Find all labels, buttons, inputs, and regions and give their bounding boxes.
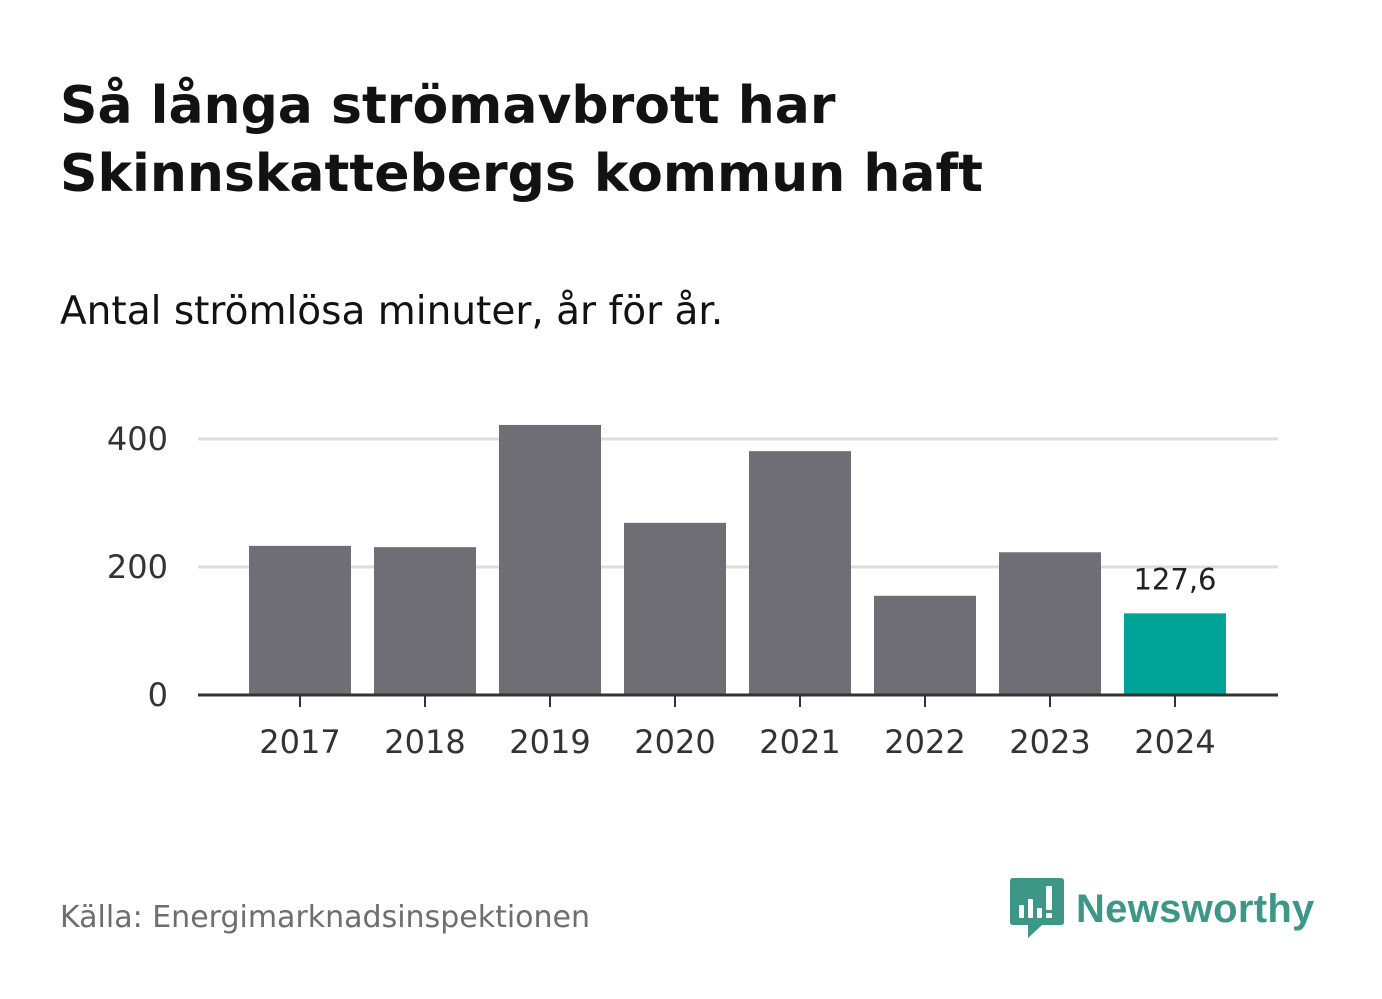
chart-title: Så långa strömavbrott har Skinnskatteber… (60, 76, 983, 204)
brand-name: Newsworthy (1076, 886, 1315, 931)
y-tick-label: 0 (148, 676, 168, 714)
y-tick-label: 400 (107, 420, 168, 458)
bar-chart: 0 200 400 2017 2018 2019 2020 2021 2022 2023 2024 1… (107, 420, 1278, 761)
x-tick-label: 2021 (759, 723, 840, 761)
bar (749, 451, 851, 695)
brand: Newsworthy (1010, 878, 1315, 940)
bar (1124, 613, 1226, 695)
chart-subtitle: Antal strömlösa minuter, år för år. (60, 289, 724, 334)
bar (624, 522, 726, 695)
source-note: Källa: Energimarknadsinspektionen (60, 900, 591, 935)
y-tick-label: 200 (107, 548, 168, 586)
x-tick-label: 2023 (1009, 723, 1090, 761)
bar (249, 545, 351, 695)
x-tick-label: 2022 (884, 723, 965, 761)
bar (999, 552, 1101, 695)
bar (874, 595, 976, 695)
bar (499, 424, 601, 695)
data-label: 127,6 (1133, 562, 1216, 596)
newsworthy-logo-icon (1010, 878, 1064, 938)
x-tick-label: 2024 (1134, 723, 1215, 761)
x-tick-label: 2018 (384, 723, 465, 761)
x-tick-label: 2020 (634, 723, 715, 761)
x-tick-label: 2019 (509, 723, 590, 761)
x-tick-label: 2017 (259, 723, 340, 761)
bar (374, 547, 476, 695)
